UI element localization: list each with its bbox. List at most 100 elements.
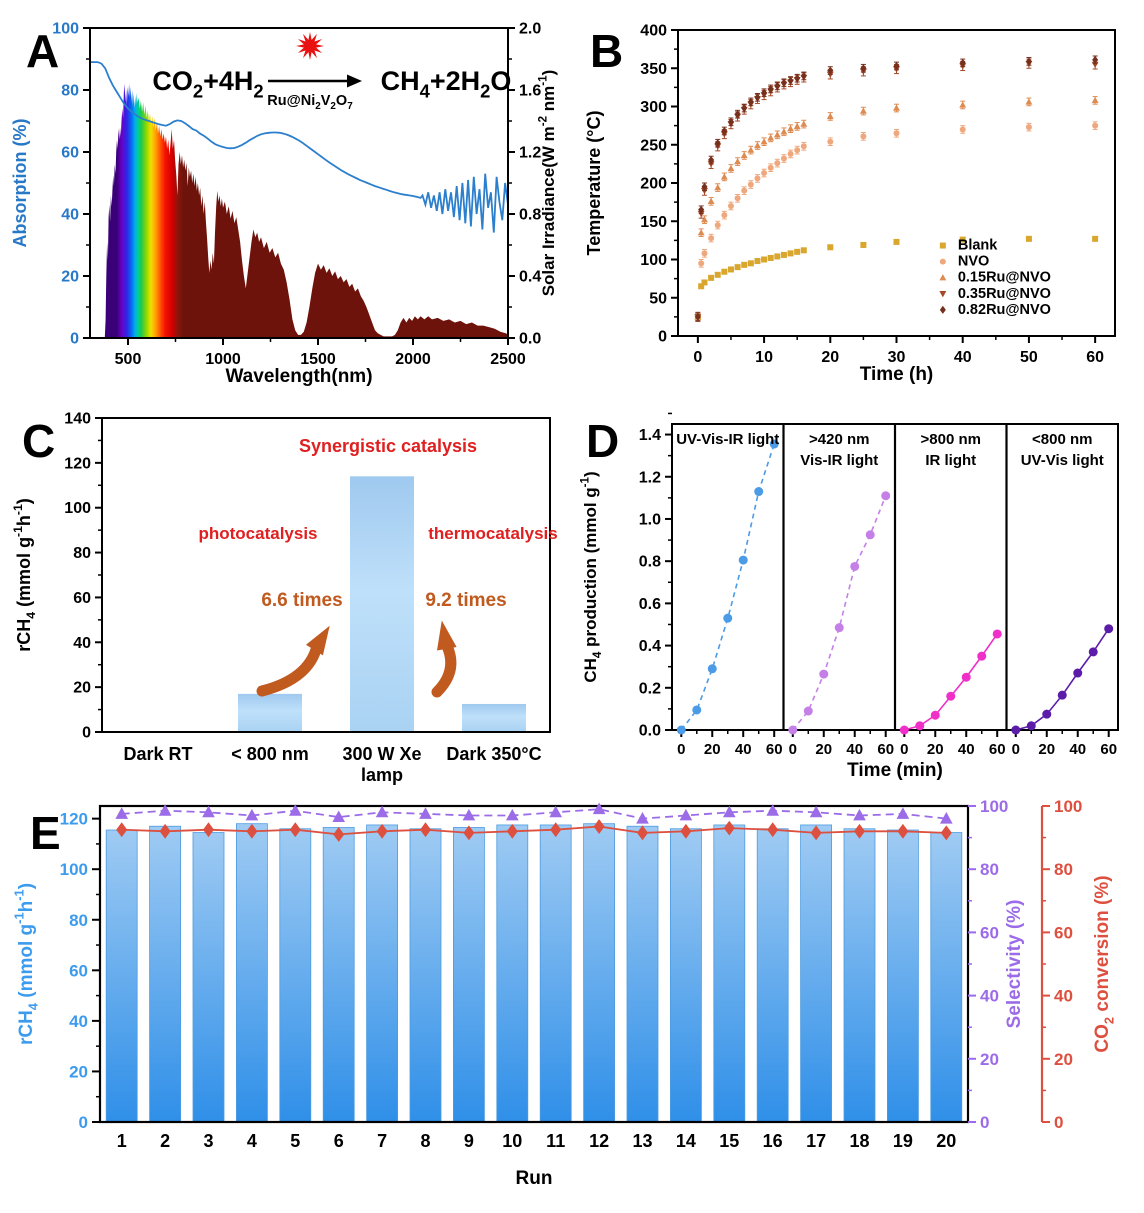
run-tick-label: 19 (893, 1131, 913, 1151)
panel-d: D 0.0 0.2 0.4 0.6 0.8 1.0 1.2 1.4 0 20 40 60 0 20 40 60… (570, 398, 1140, 790)
svg-text:0.2: 0.2 (639, 680, 661, 697)
svg-text:Ru@Ni2V2O7: Ru@Ni2V2O7 (267, 93, 353, 112)
svg-text:20: 20 (815, 741, 832, 758)
svg-text:40: 40 (846, 741, 863, 758)
bar-run-8 (409, 828, 442, 1123)
bar-< 800 nm (238, 693, 302, 732)
svg-text:20: 20 (927, 741, 944, 758)
svg-text:0: 0 (70, 331, 79, 348)
run-tick-label: 14 (676, 1131, 696, 1151)
bar-run-11 (539, 824, 572, 1123)
bar-run-9 (452, 827, 485, 1123)
subpanel-title: UV-Vis light (1021, 452, 1104, 469)
selectivity-series (115, 802, 953, 824)
curved-arrow-left-icon (256, 640, 323, 697)
svg-text:10: 10 (755, 349, 773, 366)
panel-d-axes: 0.0 0.2 0.4 0.6 0.8 1.0 1.2 1.4 0 20 40 60 0 20 40 60 0 2… (639, 412, 1117, 758)
svg-text:60: 60 (61, 145, 79, 162)
run-tick-label: 17 (806, 1131, 826, 1151)
svg-text:0.8: 0.8 (639, 554, 661, 571)
y-axis-title-right: Solar Irradiance(W m-2 nm-1) (536, 70, 558, 297)
svg-text:100: 100 (64, 500, 91, 517)
category-label: Dark 350°C (446, 744, 541, 764)
svg-text:0.4: 0.4 (639, 638, 661, 655)
svg-text:100: 100 (640, 252, 667, 269)
svg-text:1.6: 1.6 (519, 83, 541, 100)
category-label: 300 W Xe (342, 744, 421, 764)
panel-c: C 0 20 40 60 80 100 120 140 Dark RT < 800 nm 300 W… (6, 398, 566, 790)
svg-text:40: 40 (69, 1012, 88, 1031)
svg-text:40: 40 (73, 635, 91, 652)
svg-text:CO2+4H2: CO2+4H2 (152, 66, 263, 102)
subpanel-title: Vis-IR light (800, 452, 878, 469)
svg-text:0.4: 0.4 (519, 269, 541, 286)
svg-text:40: 40 (954, 349, 972, 366)
panel-d-series-2: >800 nm IR light (899, 431, 1002, 735)
svg-text:0: 0 (789, 741, 797, 758)
bar-run-17 (800, 824, 832, 1123)
bar-run-2 (149, 825, 182, 1123)
thermocatalysis-label: thermocatalysis (428, 524, 557, 543)
bar-run-4 (235, 823, 268, 1123)
run-tick-label: 11 (546, 1131, 565, 1151)
svg-text:Blank: Blank (958, 238, 998, 254)
run-tick-label: 8 (420, 1131, 430, 1151)
bar-run-16 (756, 828, 789, 1123)
svg-text:80: 80 (69, 911, 88, 930)
panel-d-series-3: <800 nm UV-Vis light (1011, 431, 1114, 735)
panel-d-chart: 0.0 0.2 0.4 0.6 0.8 1.0 1.2 1.4 0 20 40 60 0 20 40 60 0 2… (578, 412, 1119, 781)
subpanel-title: UV-Vis-IR light (676, 431, 779, 448)
svg-text:0.15Ru@NVO: 0.15Ru@NVO (958, 270, 1051, 286)
legend-item-Blank: Blank (939, 238, 998, 254)
svg-text:60: 60 (766, 741, 783, 758)
svg-text:50: 50 (1020, 349, 1038, 366)
svg-text:20: 20 (69, 1062, 88, 1081)
category-label: lamp (361, 765, 403, 785)
svg-text:120: 120 (64, 455, 91, 472)
y-axis-title-selectivity: Selectivity (%) (1004, 900, 1025, 1029)
legend-item-0.15Ru@NVO: 0.15Ru@NVO (939, 270, 1051, 286)
svg-text:60: 60 (1054, 923, 1073, 942)
solar-spectrum-area (104, 83, 509, 338)
bar-run-18 (843, 828, 876, 1123)
run-tick-label: 13 (632, 1131, 652, 1151)
svg-text:20: 20 (1054, 1050, 1073, 1069)
run-tick-label: 6 (334, 1131, 344, 1151)
run-tick-label: 7 (377, 1131, 387, 1151)
run-tick-label: 15 (719, 1131, 739, 1151)
svg-text:0: 0 (79, 1113, 88, 1132)
panel-b-series-0.82Ru@NVO (694, 55, 1099, 322)
legend-item-NVO: NVO (939, 254, 989, 270)
svg-text:500: 500 (115, 351, 142, 368)
svg-text:60: 60 (877, 741, 894, 758)
svg-text:0: 0 (1054, 1113, 1063, 1132)
svg-text:80: 80 (73, 545, 91, 562)
y-axis-title-left: rCH4 (mmol g-1h-1) (11, 883, 40, 1045)
category-label: Dark RT (123, 744, 192, 764)
subpanel-title: >420 nm (809, 431, 869, 448)
curved-arrow-right-icon (431, 638, 457, 698)
svg-text:60: 60 (73, 590, 91, 607)
run-tick-label: 9 (464, 1131, 474, 1151)
svg-text:400: 400 (640, 23, 667, 40)
svg-text:40: 40 (1069, 741, 1086, 758)
subpanel-title: <800 nm (1032, 431, 1092, 448)
svg-text:1500: 1500 (300, 351, 336, 368)
svg-text:40: 40 (61, 207, 79, 224)
run-tick-label: 3 (203, 1131, 213, 1151)
panel-b-label: B (590, 25, 624, 77)
times-right-label: 9.2 times (425, 590, 506, 611)
svg-text:60: 60 (989, 741, 1006, 758)
svg-text:0.35Ru@NVO: 0.35Ru@NVO (958, 286, 1051, 302)
svg-text:250: 250 (640, 137, 667, 154)
svg-text:0.82Ru@NVO: 0.82Ru@NVO (958, 302, 1051, 318)
svg-text:100: 100 (52, 21, 79, 38)
svg-text:0: 0 (1012, 741, 1020, 758)
run-tick-label: 10 (502, 1131, 522, 1151)
bar-run-14 (670, 828, 702, 1123)
svg-text:2000: 2000 (395, 351, 431, 368)
bar-run-1 (105, 829, 138, 1123)
legend-item-0.35Ru@NVO: 0.35Ru@NVO (939, 286, 1051, 302)
